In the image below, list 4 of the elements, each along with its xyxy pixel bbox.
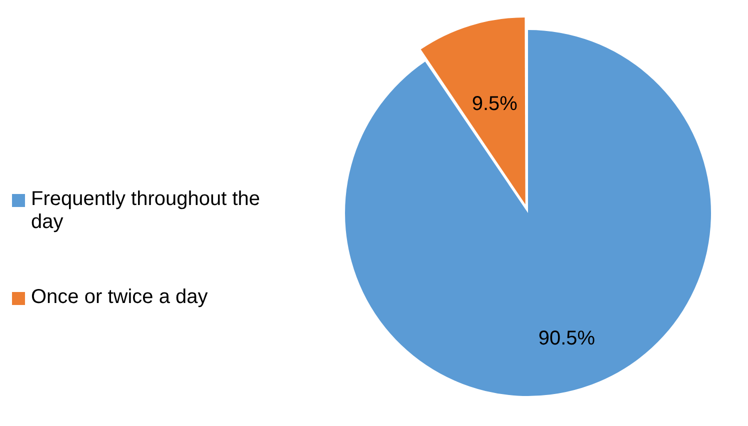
data-label: 9.5% [472, 93, 518, 116]
data-label: 90.5% [538, 327, 596, 350]
legend-label: Once or twice a day [31, 286, 208, 309]
legend-label: Frequently throughout the day [31, 188, 262, 234]
